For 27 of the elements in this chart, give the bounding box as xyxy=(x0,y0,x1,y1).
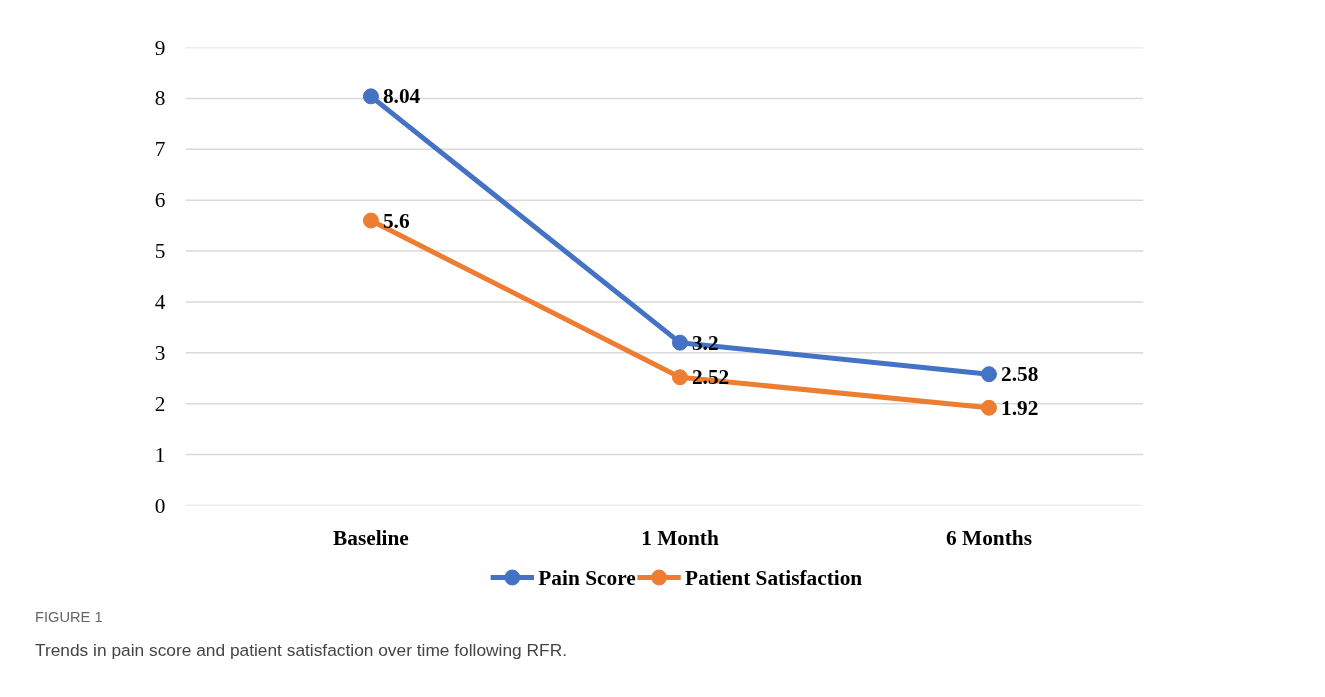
y-tick-label: 8 xyxy=(154,86,166,111)
y-tick-label: 3 xyxy=(154,340,166,365)
data-label: 8.04 xyxy=(382,84,421,109)
y-tick-label: 5 xyxy=(154,239,166,264)
legend-label: Pain Score xyxy=(538,565,636,590)
data-label: 1.92 xyxy=(1000,395,1039,420)
point xyxy=(671,334,688,351)
point xyxy=(362,212,379,229)
y-tick-label: 7 xyxy=(154,137,166,162)
y-tick-label: 9 xyxy=(154,35,166,60)
x-tick-label: Baseline xyxy=(333,525,409,550)
y-tick-label: 6 xyxy=(154,188,166,213)
point xyxy=(980,399,997,416)
point xyxy=(671,369,688,386)
data-label: 5.6 xyxy=(382,208,410,233)
point xyxy=(980,366,997,383)
data-label: 2.58 xyxy=(1000,362,1039,387)
caption: FIGURE 1 xyxy=(35,608,103,627)
y-tick-label: 1 xyxy=(154,442,166,467)
y-tick-label: 4 xyxy=(154,289,166,314)
legend-label: Patient Satisfaction xyxy=(685,565,863,590)
y-tick-label: 0 xyxy=(154,493,166,518)
point xyxy=(362,88,379,105)
x-tick-label: 6 Months xyxy=(946,525,1032,550)
text: Trends in pain score and patient satisfaction over time following RFR. xyxy=(35,638,567,662)
x-tick-label: 1 Month xyxy=(641,525,719,550)
y-tick-label: 2 xyxy=(154,391,166,416)
